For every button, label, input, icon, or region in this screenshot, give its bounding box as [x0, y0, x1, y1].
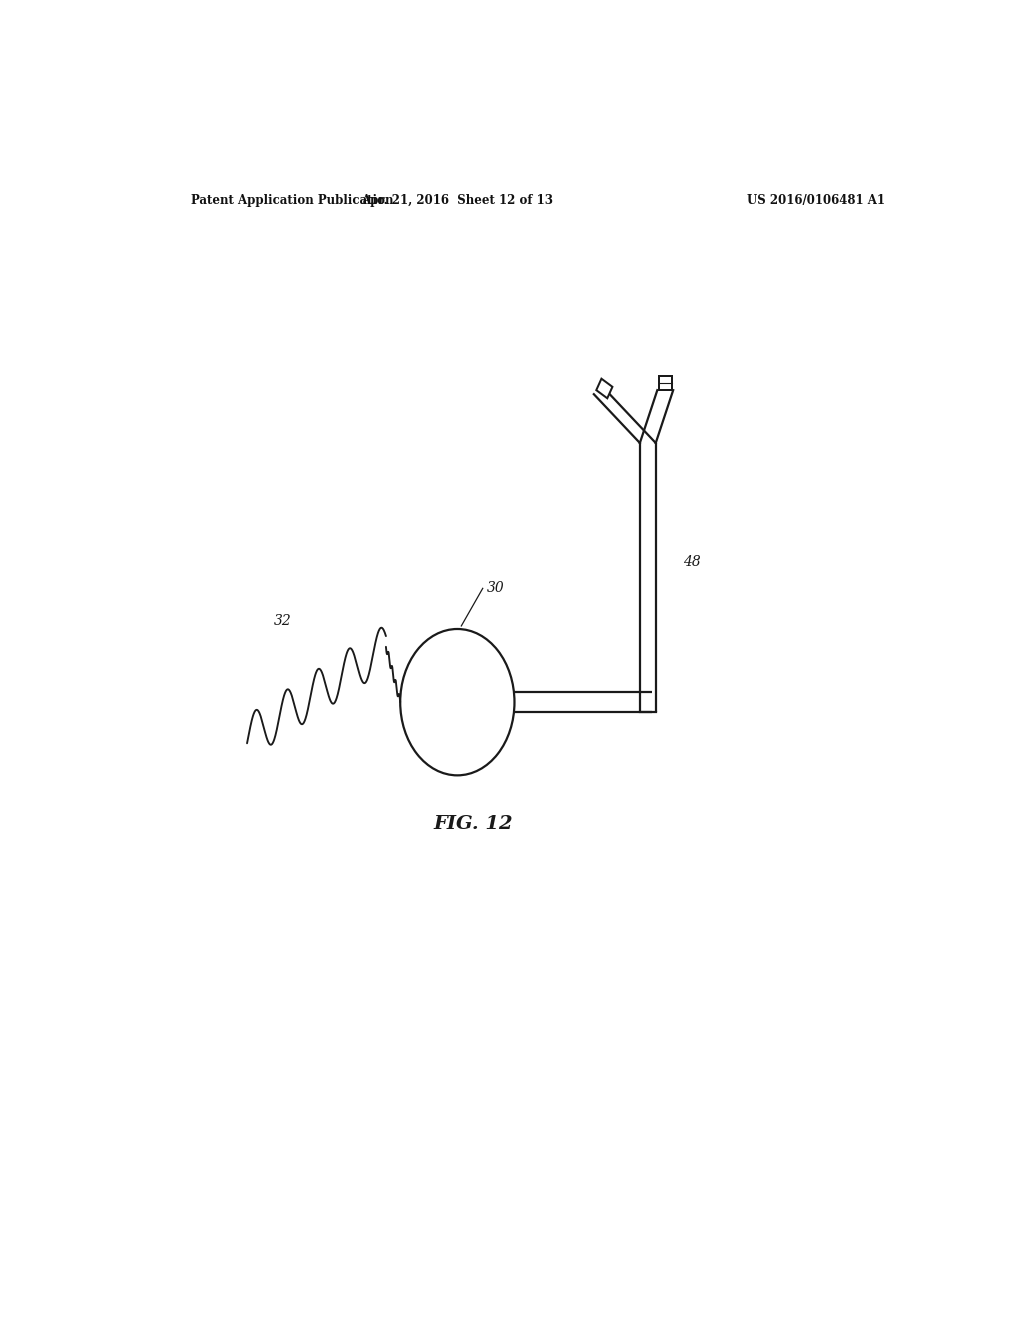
Text: Apr. 21, 2016  Sheet 12 of 13: Apr. 21, 2016 Sheet 12 of 13 — [361, 194, 553, 206]
Polygon shape — [596, 379, 612, 399]
Text: 48: 48 — [684, 556, 701, 569]
Text: 32: 32 — [273, 614, 292, 628]
Text: US 2016/0106481 A1: US 2016/0106481 A1 — [748, 194, 885, 206]
Text: 30: 30 — [486, 581, 505, 595]
Text: Patent Application Publication: Patent Application Publication — [191, 194, 394, 206]
Text: FIG. 12: FIG. 12 — [433, 816, 513, 833]
Bar — [658, 376, 672, 391]
